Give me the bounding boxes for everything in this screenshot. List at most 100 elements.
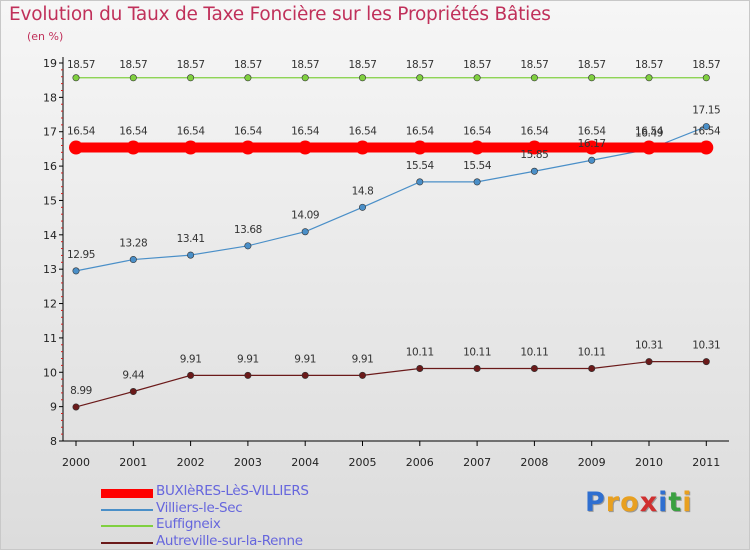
data-label: 16.54 — [578, 126, 607, 138]
data-label: 16.54 — [463, 126, 492, 138]
data-point — [416, 178, 424, 186]
data-point — [129, 74, 137, 82]
x-tick-label: 2003 — [234, 456, 262, 469]
data-point — [126, 140, 141, 155]
data-label: 15.85 — [520, 149, 548, 161]
data-label: 13.41 — [177, 233, 205, 245]
y-tick-label: 17 — [43, 126, 57, 139]
legend-swatch — [101, 488, 153, 498]
series-euffigneix — [72, 74, 710, 82]
x-tick-label: 2011 — [692, 456, 720, 469]
data-label: 16.54 — [291, 126, 320, 138]
y-tick-label: 13 — [43, 263, 57, 276]
data-point — [183, 140, 198, 155]
logo-letter: o — [620, 487, 640, 518]
y-tick-label: 16 — [43, 160, 57, 173]
y-tick-label: 19 — [43, 57, 57, 70]
data-point — [358, 371, 366, 379]
data-label: 16.54 — [520, 126, 549, 138]
data-point — [530, 167, 538, 175]
x-tick-label: 2006 — [406, 456, 434, 469]
data-point — [702, 123, 710, 131]
x-tick-label: 2000 — [62, 456, 90, 469]
data-point — [645, 358, 653, 366]
data-point — [301, 371, 309, 379]
data-point — [187, 251, 195, 259]
data-point — [584, 140, 599, 155]
legend-swatch — [101, 525, 153, 527]
data-point — [129, 388, 137, 396]
data-label: 18.57 — [234, 59, 262, 71]
data-label: 16.54 — [177, 126, 206, 138]
y-tick-label: 9 — [50, 401, 57, 414]
data-label: 10.11 — [520, 346, 548, 358]
data-point — [527, 140, 542, 155]
data-label: 13.28 — [119, 238, 147, 250]
y-tick-label: 8 — [50, 435, 57, 448]
chart-unit-label: (en %) — [27, 30, 64, 43]
x-tick-label: 2001 — [119, 456, 147, 469]
logo-letter: x — [639, 487, 659, 518]
x-tick-label: 2005 — [349, 456, 377, 469]
series-line — [75, 361, 707, 408]
data-point — [530, 364, 538, 372]
data-label: 14.8 — [352, 185, 374, 197]
data-label: 16.54 — [234, 126, 263, 138]
data-label: 16.54 — [119, 126, 148, 138]
data-point — [298, 140, 313, 155]
data-point — [72, 267, 80, 275]
series-autreville-sur-la-renne — [72, 358, 710, 411]
data-label: 15.54 — [463, 160, 492, 172]
data-label: 16.54 — [406, 126, 435, 138]
data-point — [72, 74, 80, 82]
y-tick-label: 10 — [43, 366, 57, 379]
data-point — [244, 242, 252, 250]
data-label: 18.57 — [463, 59, 491, 71]
data-point — [588, 364, 596, 372]
data-label: 9.91 — [237, 353, 259, 365]
data-label: 16.17 — [578, 138, 606, 150]
data-point — [412, 140, 427, 155]
data-label: 15.54 — [406, 160, 435, 172]
x-tick-label: 2004 — [291, 456, 319, 469]
data-point — [470, 140, 485, 155]
data-label: 18.57 — [291, 59, 319, 71]
logo-letter: i — [658, 487, 669, 518]
data-point — [588, 74, 596, 82]
data-label: 9.91 — [352, 353, 374, 365]
data-point — [244, 74, 252, 82]
data-label: 10.31 — [635, 340, 663, 352]
x-tick-label: 2002 — [177, 456, 205, 469]
legend-swatch — [101, 541, 153, 544]
legend-label: Euffigneix — [156, 516, 221, 532]
legend-swatch — [101, 508, 153, 511]
data-point — [301, 74, 309, 82]
data-point — [645, 74, 653, 82]
data-point — [301, 228, 309, 236]
data-label: 8.99 — [70, 385, 92, 397]
data-point — [244, 371, 252, 379]
x-tick-label: 2008 — [520, 456, 548, 469]
data-point — [355, 140, 370, 155]
data-point — [416, 364, 424, 372]
data-label: 13.68 — [234, 224, 262, 236]
data-label: 18.57 — [119, 59, 147, 71]
y-tick-label: 12 — [43, 298, 57, 311]
x-tick-label: 2009 — [578, 456, 606, 469]
data-point — [416, 74, 424, 82]
data-label: 16.49 — [635, 127, 663, 139]
x-tick-label: 2010 — [635, 456, 663, 469]
logo-letter: P — [585, 487, 606, 518]
data-point — [702, 74, 710, 82]
data-label: 18.57 — [348, 59, 376, 71]
data-label: 9.91 — [294, 353, 316, 365]
data-point — [240, 140, 255, 155]
data-label: 18.57 — [520, 59, 548, 71]
series-villiers-le-sec — [72, 123, 710, 275]
logo-letter: r — [605, 487, 621, 518]
data-label: 16.54 — [692, 126, 721, 138]
legend-label: Autreville-sur-la-Renne — [156, 532, 303, 549]
data-label: 18.57 — [692, 59, 720, 71]
legend-label: BUXIèRES-LèS-VILLIERS — [156, 483, 309, 499]
